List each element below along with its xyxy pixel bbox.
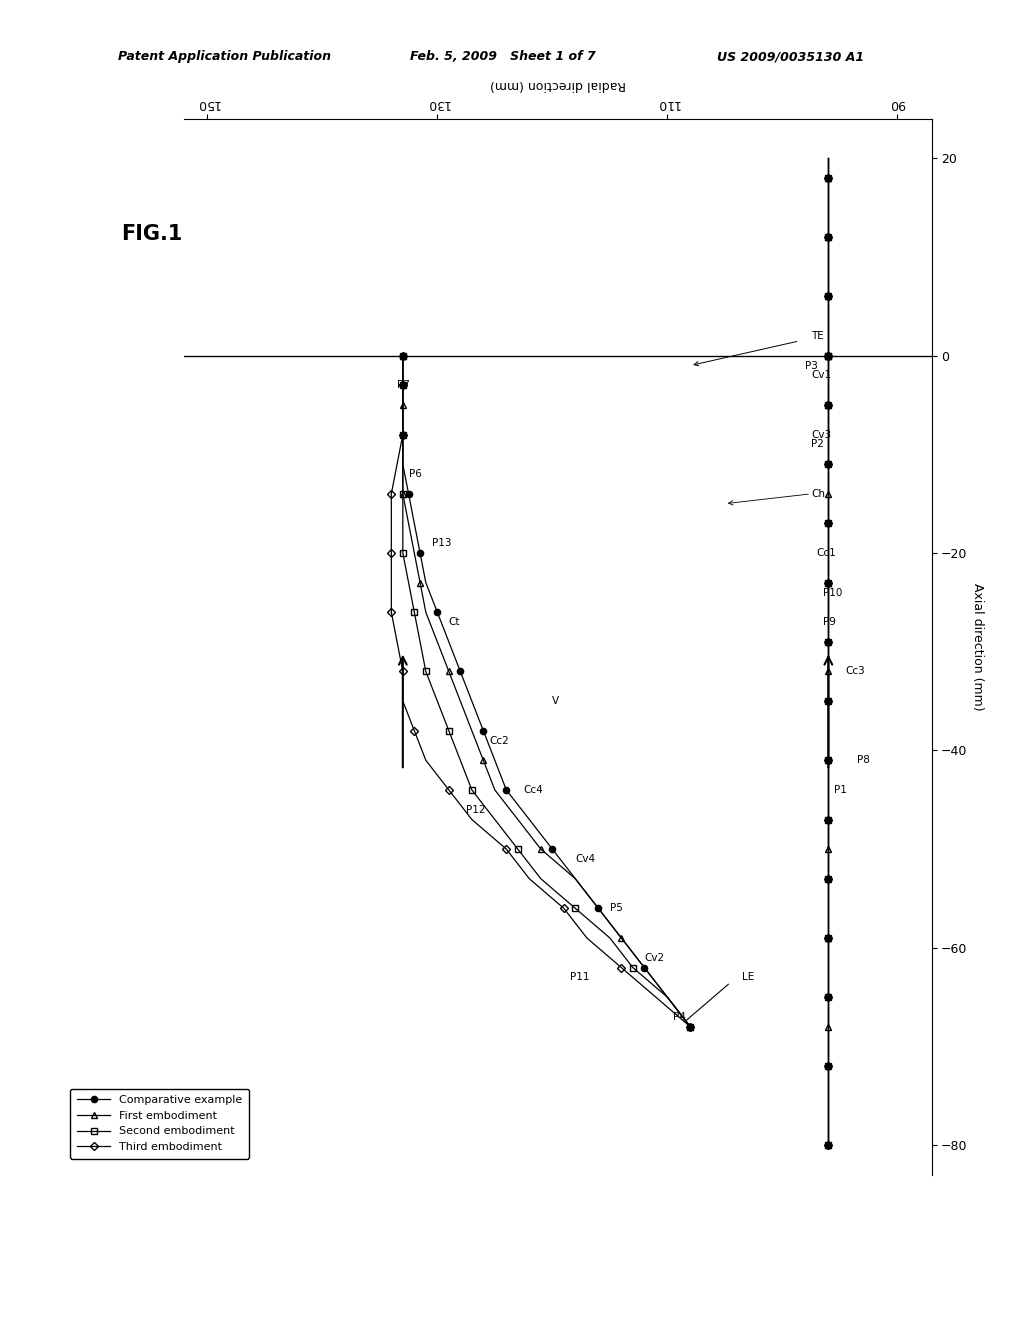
Text: Feb. 5, 2009   Sheet 1 of 7: Feb. 5, 2009 Sheet 1 of 7 xyxy=(410,50,595,63)
Text: LE: LE xyxy=(742,973,755,982)
Text: Ch: Ch xyxy=(811,488,825,499)
Text: P2: P2 xyxy=(811,440,824,450)
Y-axis label: Axial direction (mm): Axial direction (mm) xyxy=(971,583,984,710)
Text: P4: P4 xyxy=(673,1012,686,1022)
Text: Patent Application Publication: Patent Application Publication xyxy=(118,50,331,63)
Text: Cc4: Cc4 xyxy=(523,785,544,795)
Text: Cc2: Cc2 xyxy=(489,735,509,746)
Text: P8: P8 xyxy=(857,755,870,766)
Text: Cv4: Cv4 xyxy=(575,854,595,865)
Text: P1: P1 xyxy=(835,785,847,795)
Text: TE: TE xyxy=(811,331,824,341)
Text: Cv3: Cv3 xyxy=(811,429,831,440)
Text: P9: P9 xyxy=(822,618,836,627)
Text: Cc1: Cc1 xyxy=(817,548,837,558)
Text: P12: P12 xyxy=(466,805,485,814)
Text: P13: P13 xyxy=(431,539,452,548)
X-axis label: Radial direction (mm): Radial direction (mm) xyxy=(490,78,626,91)
Text: P10: P10 xyxy=(822,587,842,598)
Legend: Comparative example, First embodiment, Second embodiment, Third embodiment: Comparative example, First embodiment, S… xyxy=(71,1089,249,1159)
Text: Cc3: Cc3 xyxy=(846,667,865,676)
Text: P5: P5 xyxy=(610,903,623,913)
Text: Ct: Ct xyxy=(449,618,461,627)
Text: V: V xyxy=(552,696,559,706)
Text: P11: P11 xyxy=(569,973,589,982)
Text: P3: P3 xyxy=(805,360,818,371)
Text: FIG.1: FIG.1 xyxy=(121,224,182,244)
Text: Cv1: Cv1 xyxy=(811,371,831,380)
Text: P6: P6 xyxy=(409,469,422,479)
Text: P7: P7 xyxy=(397,380,410,391)
Text: Cv2: Cv2 xyxy=(644,953,665,962)
Text: US 2009/0035130 A1: US 2009/0035130 A1 xyxy=(717,50,864,63)
